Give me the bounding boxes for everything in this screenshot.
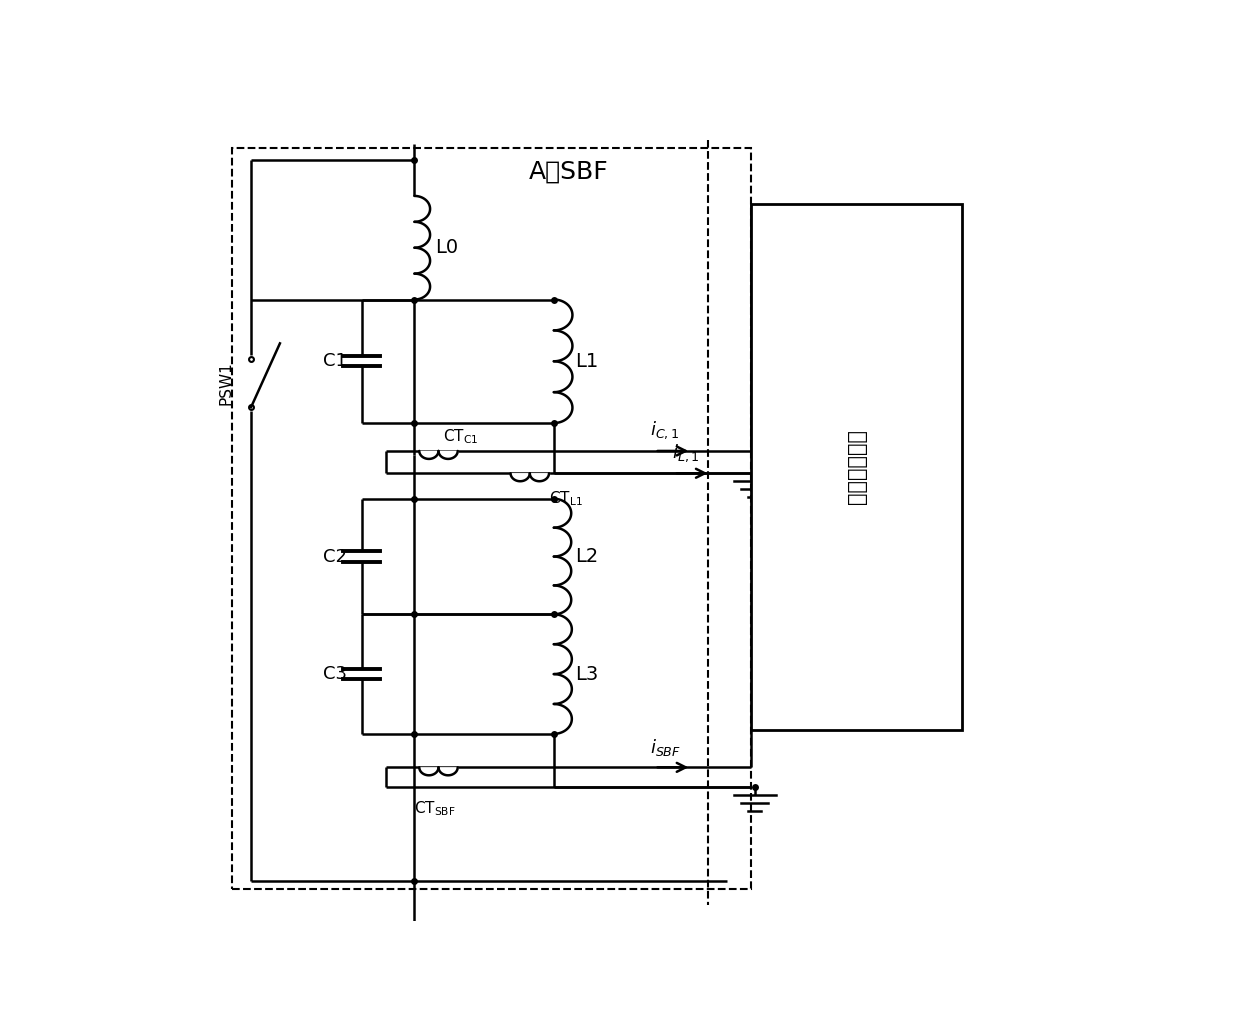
Text: C1: C1: [324, 352, 347, 371]
Text: CT$_{\mathrm{SBF}}$: CT$_{\mathrm{SBF}}$: [414, 799, 456, 818]
Text: L3: L3: [575, 664, 598, 683]
Text: $i_{SBF}$: $i_{SBF}$: [650, 737, 681, 758]
Text: L0: L0: [435, 238, 459, 258]
Text: $i_{C,1}$: $i_{C,1}$: [650, 420, 680, 441]
Text: CT$_{\mathrm{C1}}$: CT$_{\mathrm{C1}}$: [444, 427, 479, 446]
Text: L2: L2: [575, 548, 598, 566]
Text: L1: L1: [575, 352, 598, 371]
Text: $i_{L,1}$: $i_{L,1}$: [672, 442, 699, 464]
Text: C3: C3: [324, 666, 347, 683]
Text: A相SBF: A相SBF: [528, 160, 608, 184]
Text: PSW1: PSW1: [218, 361, 234, 405]
Text: 继电保护装置: 继电保护装置: [847, 430, 867, 504]
Text: C2: C2: [324, 548, 347, 565]
Text: CT$_{\mathrm{L1}}$: CT$_{\mathrm{L1}}$: [549, 490, 583, 508]
FancyBboxPatch shape: [751, 204, 962, 730]
